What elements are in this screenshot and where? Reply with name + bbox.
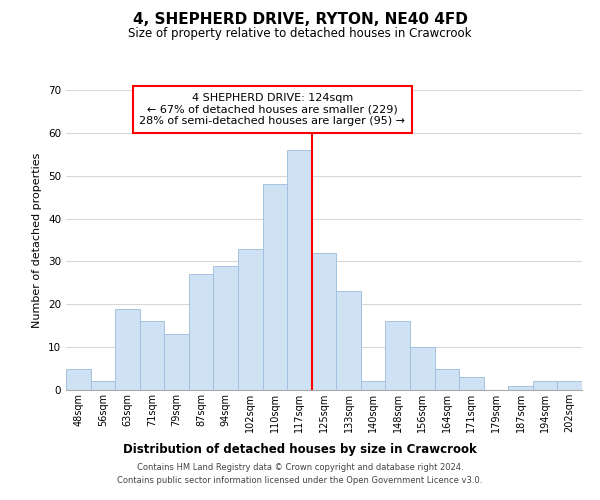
Bar: [214, 266, 238, 390]
Text: 4, SHEPHERD DRIVE, RYTON, NE40 4FD: 4, SHEPHERD DRIVE, RYTON, NE40 4FD: [133, 12, 467, 28]
Bar: [263, 184, 287, 390]
Bar: [361, 382, 385, 390]
Bar: [312, 253, 336, 390]
Bar: [91, 382, 115, 390]
Bar: [238, 248, 263, 390]
Bar: [508, 386, 533, 390]
Bar: [459, 377, 484, 390]
Bar: [115, 308, 140, 390]
Bar: [66, 368, 91, 390]
Bar: [164, 334, 189, 390]
Bar: [557, 382, 582, 390]
Bar: [140, 322, 164, 390]
Text: 4 SHEPHERD DRIVE: 124sqm
← 67% of detached houses are smaller (229)
28% of semi-: 4 SHEPHERD DRIVE: 124sqm ← 67% of detach…: [139, 93, 406, 126]
Bar: [189, 274, 214, 390]
Text: Distribution of detached houses by size in Crawcrook: Distribution of detached houses by size …: [123, 442, 477, 456]
Y-axis label: Number of detached properties: Number of detached properties: [32, 152, 43, 328]
Text: Contains HM Land Registry data © Crown copyright and database right 2024.: Contains HM Land Registry data © Crown c…: [137, 464, 463, 472]
Bar: [287, 150, 312, 390]
Bar: [410, 347, 434, 390]
Bar: [533, 382, 557, 390]
Bar: [385, 322, 410, 390]
Text: Size of property relative to detached houses in Crawcrook: Size of property relative to detached ho…: [128, 28, 472, 40]
Bar: [336, 292, 361, 390]
Bar: [434, 368, 459, 390]
Text: Contains public sector information licensed under the Open Government Licence v3: Contains public sector information licen…: [118, 476, 482, 485]
